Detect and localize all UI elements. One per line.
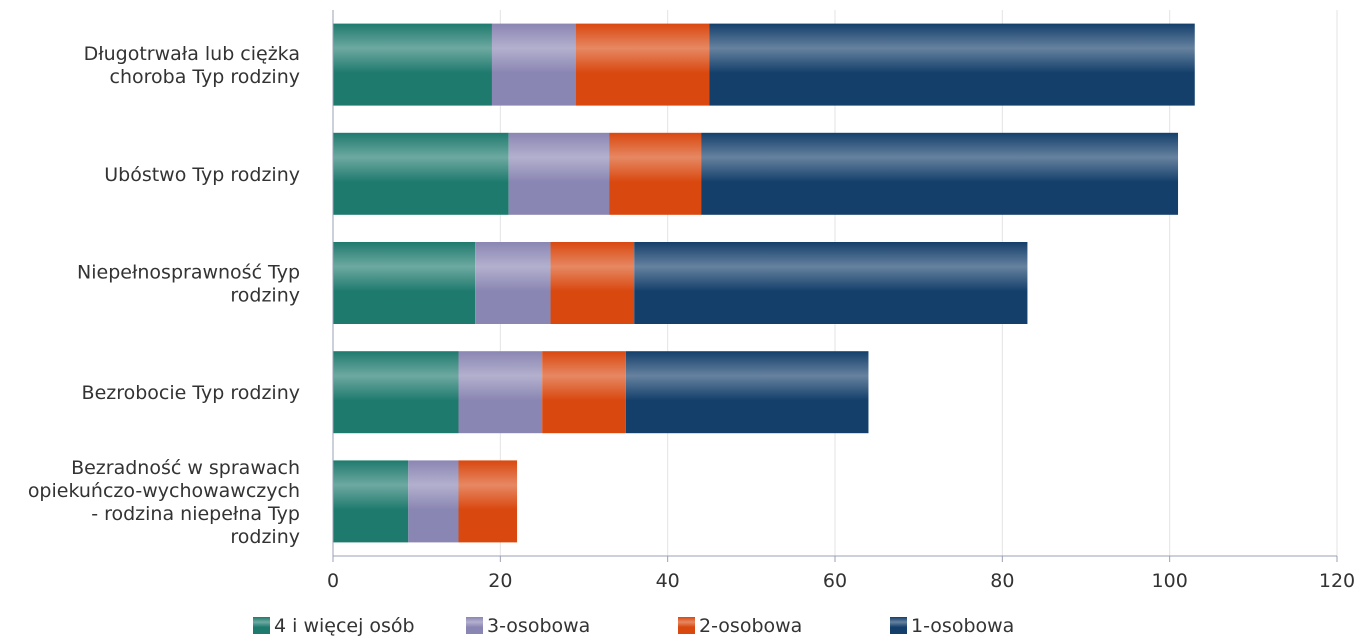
x-tick-label: 100 (1152, 570, 1188, 592)
legend: 4 i więcej osób 3-osobowa 2-osobowa 1-osobo… (253, 615, 1014, 636)
legend-label: 2-osobowa (699, 615, 802, 636)
legend-item: 2-osobowa (678, 615, 802, 636)
bar-segment (575, 23, 710, 106)
bar-segment (333, 132, 509, 215)
category-label: Niepełnosprawność Typ rodziny (77, 262, 300, 307)
legend-label: 3-osobowa (487, 615, 590, 636)
bar-segment (542, 351, 626, 434)
legend-item: 1-osobowa (890, 615, 1014, 636)
bar-segment (709, 23, 1195, 106)
bar-segment (333, 351, 459, 434)
legend-swatch (678, 617, 695, 634)
legend-label: 4 i więcej osób (274, 615, 415, 636)
bar-segment (475, 242, 551, 324)
axes (332, 10, 1338, 562)
legend-label: 1-osobowa (911, 615, 1014, 636)
bar-segment (333, 242, 476, 324)
bar-segment (701, 132, 1179, 215)
legend-item: 3-osobowa (466, 615, 590, 636)
bar-segment (333, 460, 409, 543)
x-tick-labels: 0 20 40 60 80 100 120 (327, 570, 1355, 592)
bar-segment (550, 242, 635, 324)
bar-segment (609, 132, 702, 215)
category-labels: Długotrwała lub ciężka choroba Typ rodzin… (28, 43, 300, 548)
x-tick-label: 0 (327, 570, 339, 592)
bar-segment (508, 132, 610, 215)
legend-item: 4 i więcej osób (253, 615, 415, 636)
legend-swatch (253, 617, 270, 634)
bar-segment (458, 351, 543, 434)
x-tick-label: 80 (990, 570, 1014, 592)
x-tick-label: 60 (823, 570, 847, 592)
category-label: Bezradność w sprawach opiekuńczo-wychowaw… (28, 457, 300, 548)
bar-segment (634, 242, 1028, 324)
category-label: Ubóstwo Typ rodziny (104, 164, 300, 186)
x-tick-label: 120 (1319, 570, 1355, 592)
bar-segment (458, 460, 518, 543)
legend-swatch (890, 617, 907, 634)
bar-segment (491, 23, 576, 106)
bar-segment (333, 23, 492, 106)
bars (333, 23, 1195, 543)
x-tick-label: 20 (488, 570, 512, 592)
bar-segment (625, 351, 869, 434)
bar-segment (408, 460, 459, 543)
legend-swatch (466, 617, 483, 634)
category-label: Długotrwała lub ciężka choroba Typ rodzin… (84, 43, 300, 88)
category-label: Bezrobocie Typ rodziny (82, 382, 300, 404)
x-tick-label: 40 (656, 570, 680, 592)
